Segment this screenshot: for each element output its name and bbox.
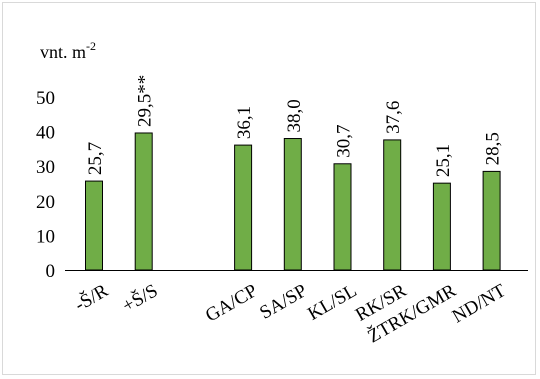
bar [234, 144, 253, 271]
bar [432, 182, 451, 271]
bar [482, 170, 501, 271]
bar [85, 180, 103, 271]
y-axis-ticks: 0 10 20 30 40 50 [36, 88, 55, 282]
data-label: 37,6 [383, 101, 404, 134]
chart-frame: vnt. m-2 0 10 20 30 40 50 25,7 29,5** 36,1 38,0 3… [2, 2, 536, 375]
bar-series [85, 132, 501, 271]
data-label: 25,1 [433, 144, 454, 177]
y-unit-label: vnt. m-2 [40, 39, 96, 62]
category-label: -Š/R [71, 279, 112, 316]
category-label: KL/SL [304, 280, 360, 325]
data-label: 30,7 [334, 125, 355, 158]
category-label: +Š/S [118, 279, 161, 317]
y-tick-label: 30 [36, 157, 55, 178]
category-label: GA/CP [202, 280, 261, 326]
data-label: 36,1 [234, 106, 255, 139]
y-tick-label: 40 [36, 123, 55, 144]
y-tick-label: 0 [46, 261, 56, 282]
bar [283, 138, 302, 271]
bar-chart: vnt. m-2 0 10 20 30 40 50 25,7 29,5** 36,1 38,0 3… [36, 39, 528, 348]
bar [333, 163, 352, 271]
bar [134, 132, 153, 271]
category-labels: -Š/R +Š/S GA/CPSA/SPKL/SLRK/SRŽTRK/GMRND/N… [71, 279, 510, 347]
y-tick-label: 20 [36, 192, 55, 213]
data-label: 28,5 [483, 132, 504, 165]
category-label: ND/NT [449, 280, 510, 327]
data-label: 29,5** [135, 75, 156, 127]
data-labels: 25,7 29,5** 36,1 38,0 30,7 37,6 25,1 28,5 [85, 75, 504, 177]
bar [383, 139, 402, 271]
data-label: 25,7 [85, 142, 106, 175]
y-tick-label: 10 [36, 226, 55, 247]
data-label: 38,0 [284, 99, 305, 132]
y-tick-label: 50 [36, 88, 55, 109]
category-label: SA/SP [256, 280, 310, 324]
